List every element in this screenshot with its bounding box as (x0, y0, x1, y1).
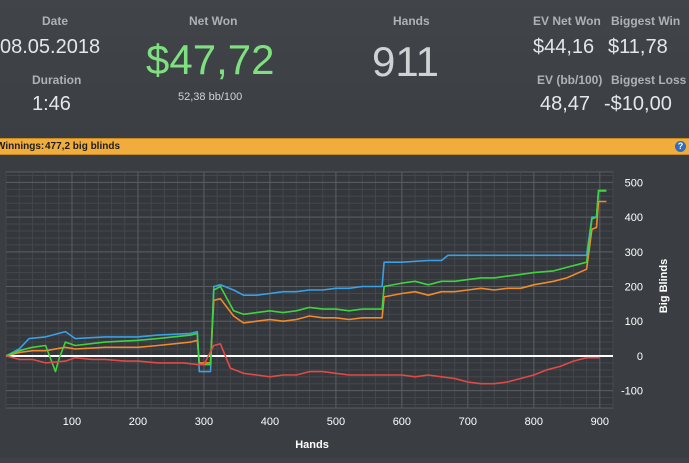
date-value: 08.05.2018 (0, 36, 101, 58)
x-tick-label: 500 (327, 416, 345, 428)
series-line-1 (5, 200, 607, 364)
x-tick-label: 200 (129, 416, 147, 428)
x-tick-label: 300 (195, 416, 213, 428)
x-tick-label: 800 (525, 416, 543, 428)
y-tick-label: 0 (637, 351, 643, 363)
help-icon[interactable]: ? (675, 141, 686, 152)
biggest-loss-label: Biggest Loss (611, 73, 687, 87)
winnings-banner: Winnings: 477,2 big blinds ? (0, 138, 689, 155)
net-won-value: $47,72 (146, 36, 275, 83)
y-tick-label: -100 (621, 386, 643, 398)
ev-net-won-label: EV Net Won (533, 14, 601, 28)
x-tick-labels: 100 200 300 400 500 600 700 800 900 (63, 416, 609, 428)
net-won-label: Net Won (189, 14, 238, 28)
biggest-win-label: Biggest Win (611, 14, 681, 28)
y-tick-label: 100 (625, 316, 643, 328)
x-axis-label: Hands (295, 439, 329, 451)
winnings-chart: 100 200 300 400 500 600 700 800 900 -100 0 100 200 3… (0, 155, 689, 458)
y-tick-label: 500 (625, 177, 643, 189)
series-line-0 (5, 190, 607, 373)
y-axis-label: Big Blinds (658, 259, 670, 313)
chart-svg: 100 200 300 400 500 600 700 800 900 -100 0 100 200 3… (5, 171, 670, 451)
x-tick-label: 600 (393, 416, 411, 428)
biggest-loss-value: -$10,00 (604, 93, 672, 115)
y-tick-label: 400 (625, 212, 643, 224)
series-layer (5, 189, 607, 385)
winnings-label: Winnings: (0, 141, 45, 152)
ev-bb100-label: EV (bb/100) (537, 73, 603, 87)
winnings-value: 477,2 big blinds (45, 141, 121, 152)
ev-net-won-value: $44,16 (533, 36, 595, 58)
x-tick-label: 700 (459, 416, 477, 428)
series-line-2 (5, 189, 607, 373)
hands-label: Hands (393, 14, 430, 28)
ev-bb100-value: 48,47 (540, 93, 591, 115)
bb100-value: 52,38 bb/100 (178, 91, 243, 103)
hands-value: 911 (372, 38, 439, 85)
biggest-win-value: $11,78 (608, 36, 668, 58)
y-tick-label: 300 (625, 247, 643, 259)
x-tick-label: 400 (261, 416, 279, 428)
date-label: Date (42, 14, 69, 28)
y-tick-labels: -100 0 100 200 300 400 500 (621, 177, 643, 397)
duration-label: Duration (32, 73, 82, 87)
x-tick-label: 900 (591, 416, 609, 428)
x-tick-label: 100 (63, 416, 81, 428)
series-line-3 (5, 343, 600, 385)
summary-panel: Date 08.05.2018 Duration 1:46 Net Won $4… (0, 0, 689, 138)
duration-value: 1:46 (32, 93, 71, 115)
y-tick-label: 200 (625, 282, 643, 294)
